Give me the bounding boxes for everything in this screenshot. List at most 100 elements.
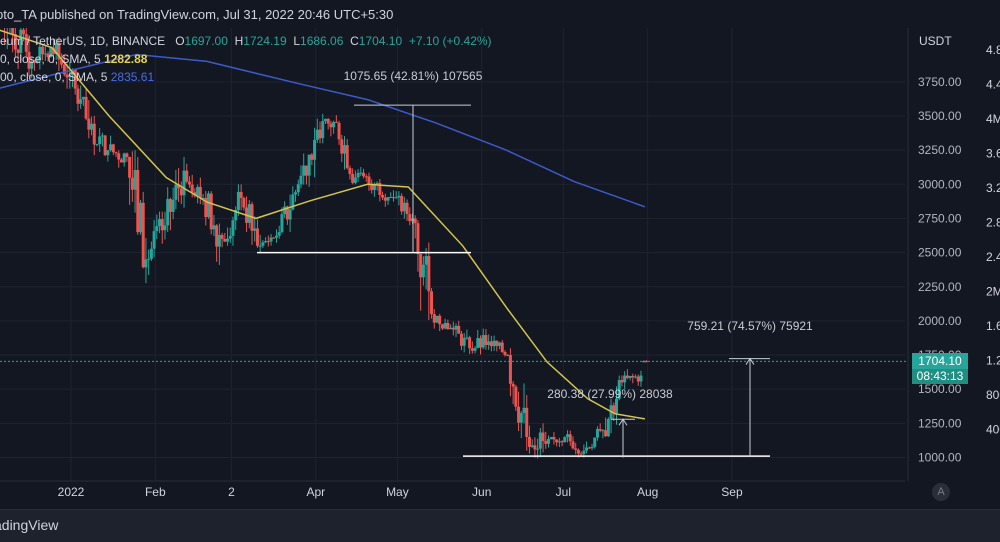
candle-body — [16, 49, 20, 53]
price-tick-label: 2500.00 — [918, 246, 962, 260]
sma-fast-legend[interactable]: 0, close, 0, SMA, 5 1282.88 — [0, 52, 147, 66]
candle-body — [517, 406, 521, 423]
candle-body — [503, 351, 507, 356]
candle-body — [226, 238, 230, 242]
candle-body — [136, 170, 140, 233]
candle-body — [220, 234, 224, 239]
candle-body — [111, 144, 115, 153]
candle-body — [35, 60, 39, 63]
volume-scale-label: 2M — [986, 285, 1000, 299]
price-chart[interactable]: 1000.001250.001500.001750.002000.002250.… — [0, 28, 1000, 509]
candle-body — [27, 51, 31, 69]
candle-body — [329, 123, 333, 128]
candle-body — [147, 258, 151, 260]
sma-slow-legend[interactable]: 00, close, 0, SMA, 5 2835.61 — [0, 70, 154, 84]
candle-body — [288, 209, 292, 220]
sma-fast-line — [0, 29, 646, 420]
candle-body — [536, 448, 540, 450]
candle-body — [196, 186, 200, 196]
candle-body — [46, 53, 50, 58]
candle-body — [522, 407, 526, 414]
volume-scale-label: 4.8 — [986, 43, 1000, 57]
candle-body — [378, 182, 382, 195]
candle-body — [381, 194, 385, 198]
candle-body — [87, 118, 91, 130]
symbol-legend: eum / TetherUS, 1D, BINANCE O1697.00 H17… — [0, 34, 492, 48]
candle-body — [19, 29, 23, 53]
price-tick-label: 2000.00 — [918, 314, 962, 328]
price-tick-label: 2250.00 — [918, 280, 962, 294]
price-tick-label: 1000.00 — [918, 451, 962, 465]
publish-info: pto_TA published on TradingView.com, Jul… — [0, 7, 394, 22]
candle-body — [427, 256, 431, 292]
candle-body — [114, 152, 118, 154]
candle-body — [552, 436, 556, 440]
sma-slow-line — [0, 53, 646, 208]
candle-body — [171, 199, 175, 212]
candle-body — [163, 225, 167, 231]
candle-body — [367, 176, 371, 184]
candle-body — [345, 145, 349, 169]
candle-body — [511, 383, 515, 387]
candle-body — [62, 64, 66, 75]
candle-body — [299, 175, 303, 185]
candle-body — [343, 145, 346, 154]
candle-body — [122, 153, 126, 163]
candle-body — [476, 338, 480, 349]
candle-body — [60, 59, 64, 65]
candle-body — [560, 441, 564, 443]
time-tick-label: Sep — [721, 485, 743, 499]
footer-bar: adingView — [0, 509, 1000, 542]
tradingview-brand: adingView — [0, 517, 59, 533]
candle-body — [400, 195, 404, 212]
candle-body — [228, 235, 232, 239]
candle-body — [285, 206, 289, 220]
price-tick-label: 3750.00 — [918, 75, 962, 89]
candle-body — [402, 202, 406, 212]
candle-body — [451, 327, 455, 330]
candle-body — [269, 237, 273, 242]
candle-body — [623, 375, 627, 383]
candle-body — [119, 159, 123, 163]
candle-body — [264, 241, 268, 243]
price-tick-label: 1250.00 — [918, 416, 962, 430]
candle-body — [296, 184, 300, 193]
candle-body — [32, 61, 36, 63]
candle-body — [166, 199, 170, 226]
candle-body — [413, 218, 417, 224]
candle-body — [13, 34, 17, 50]
high-label: H — [234, 34, 244, 48]
candle-body — [239, 191, 243, 198]
time-tick-label: Aug — [637, 485, 658, 499]
candle-body — [68, 75, 72, 78]
candle-body — [538, 432, 542, 449]
candle-body — [555, 439, 559, 443]
low-value: 1686.06 — [300, 34, 344, 48]
candle-body — [141, 202, 145, 268]
candle-body — [506, 355, 510, 357]
candle-body — [291, 194, 295, 210]
candle-body — [446, 322, 450, 330]
volume-scale-label: 2.8 — [986, 216, 1000, 230]
candle-body — [353, 177, 357, 183]
candle-body — [468, 337, 472, 349]
candle-body — [606, 419, 610, 437]
volume-scale-label: 3.2 — [986, 181, 1000, 195]
candle-body — [217, 234, 221, 247]
candle-body — [527, 437, 531, 447]
volume-scale-label: 4M — [986, 112, 1000, 126]
candle-body — [57, 43, 61, 60]
candle-body — [457, 325, 461, 334]
candle-body — [283, 206, 287, 215]
candle-body — [579, 453, 583, 455]
candle-body — [332, 121, 336, 128]
sma-fast-value: 1282.88 — [104, 52, 148, 66]
candle-body — [639, 375, 643, 382]
candle-body — [130, 177, 134, 190]
plot-area[interactable] — [0, 28, 905, 481]
candle-body — [302, 165, 306, 176]
auto-scale-button[interactable]: A — [932, 483, 950, 501]
candle-body — [514, 386, 518, 407]
sma-slow-params: 00, close, 0, SMA, 5 — [0, 70, 108, 84]
candle-body — [487, 341, 491, 346]
